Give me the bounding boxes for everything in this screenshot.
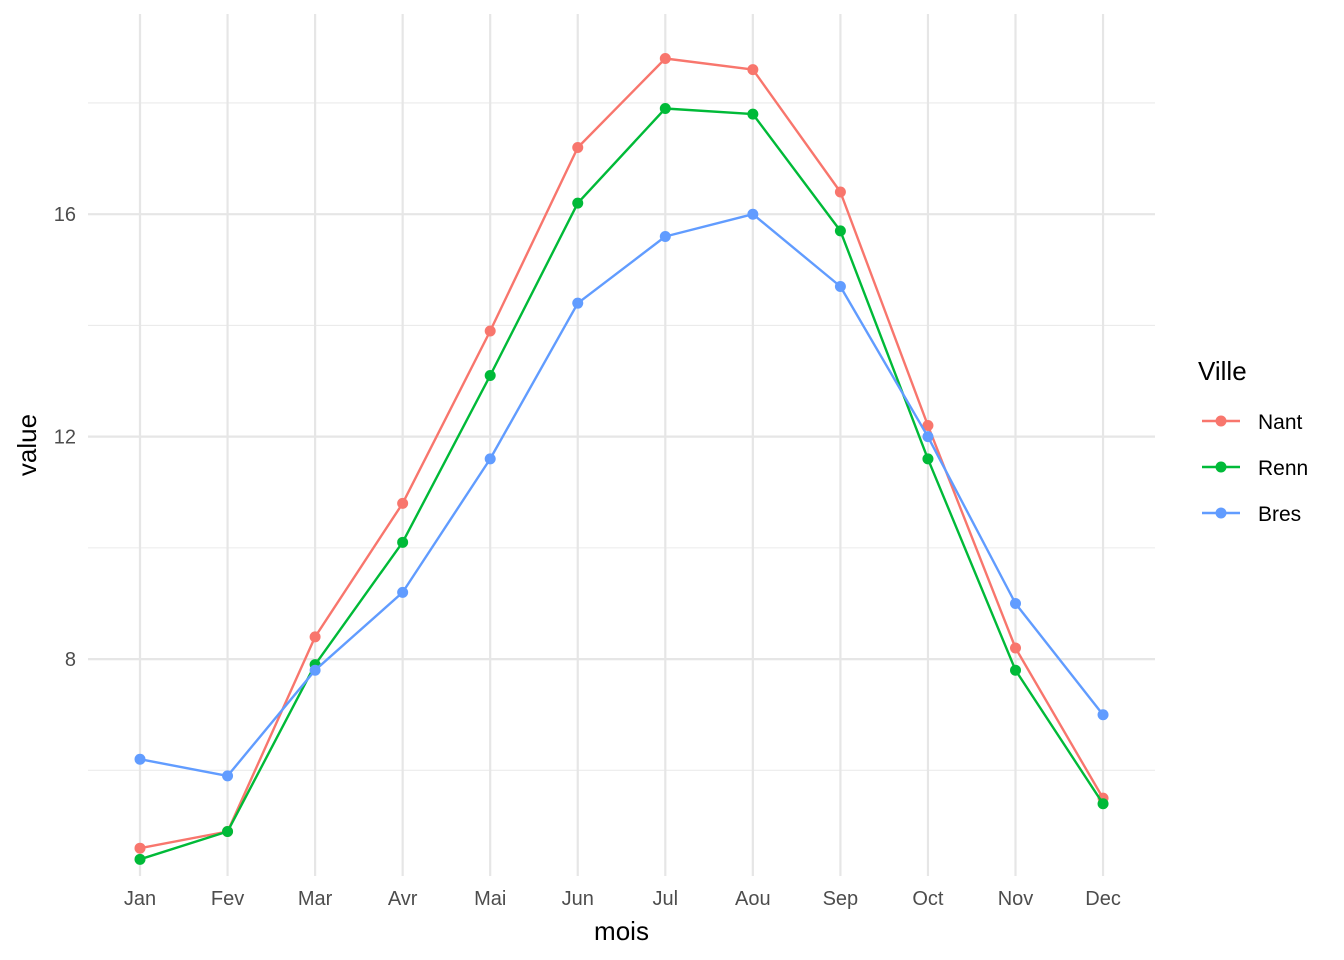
data-point [484,369,496,381]
legend-item-nant: Nant [1202,411,1303,434]
x-axis-title: mois [594,916,649,946]
data-point [1010,642,1021,654]
legend-key-point [1215,507,1227,519]
y-tick-label: 8 [65,649,76,671]
x-tick-label: Nov [998,888,1034,910]
data-point [659,103,671,115]
x-tick-label: Fev [211,888,244,910]
data-point [747,64,759,76]
data-point [834,281,846,293]
data-point [834,186,846,198]
data-point [484,325,496,337]
data-point [134,842,146,854]
data-point [659,52,671,64]
axis-ticks: 8 12 16 Jan Fev Mar Avr Mai Jun Jul Aou Sep Oct Nov De… [54,204,1121,910]
grid-lines [88,14,1155,876]
data-point [397,586,409,598]
data-point [1097,798,1109,810]
data-point [922,420,934,432]
data-point [1010,664,1021,676]
data-point [134,853,146,865]
data-point [659,230,671,242]
data-point [397,536,409,548]
x-tick-label: Jun [562,888,594,910]
series-renn [134,103,1109,865]
y-tick-label: 12 [54,427,76,449]
x-tick-label: Avr [388,888,418,910]
data-point [834,225,846,237]
x-tick-label: Mai [474,888,506,910]
data-point [922,431,934,443]
series-bres [134,208,1109,782]
data-point [572,197,584,209]
series-line-nant [139,57,1105,850]
legend-item-renn: Renn [1202,457,1308,480]
y-tick-label: 16 [54,204,76,226]
legend-key-point [1215,461,1227,473]
legend: Ville Nant Renn Bres [1198,356,1308,526]
data-point [484,453,496,465]
x-tick-label: Jul [653,888,679,910]
data-point [572,297,584,309]
data-point [747,108,759,120]
data-point [922,453,934,465]
data-point [134,753,146,765]
x-tick-label: Sep [823,888,859,910]
legend-items: Nant Renn Bres [1202,411,1308,526]
legend-label: Renn [1258,457,1308,480]
data-point [1010,597,1021,609]
data-point [222,826,234,838]
x-tick-label: Aou [735,888,771,910]
legend-key-point [1215,415,1227,427]
series-group [134,52,1109,865]
data-point [397,497,409,509]
data-point [309,664,321,676]
legend-label: Bres [1258,503,1301,526]
legend-label: Nant [1258,411,1303,434]
x-tick-label: Oct [912,888,944,910]
legend-title: Ville [1198,356,1247,386]
series-nant [134,52,1109,854]
data-point [222,770,234,782]
data-point [572,141,584,153]
x-tick-label: Dec [1085,888,1121,910]
legend-item-bres: Bres [1202,503,1301,526]
data-point [1097,709,1109,721]
y-axis-title: value [12,414,42,476]
data-point [309,631,321,643]
data-point [747,208,759,220]
x-tick-label: Jan [124,888,156,910]
series-line-bres [139,212,1104,778]
series-line-renn [139,107,1105,861]
x-tick-label: Mar [298,888,333,910]
